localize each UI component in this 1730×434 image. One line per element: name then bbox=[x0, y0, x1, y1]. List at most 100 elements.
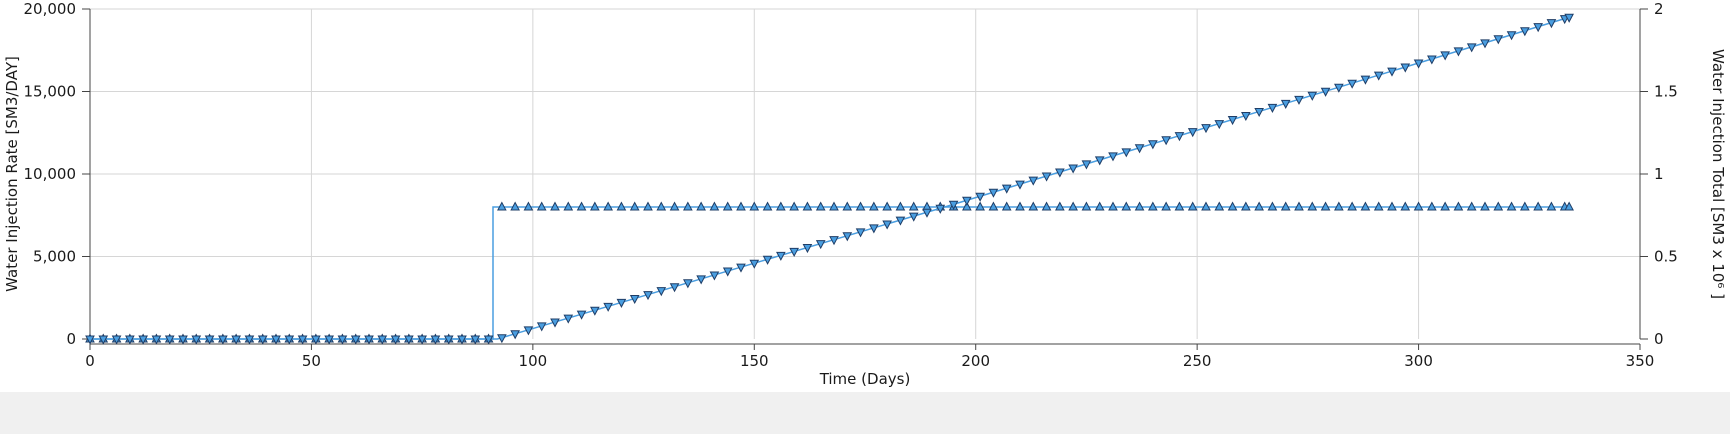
series-1-point bbox=[776, 201, 786, 211]
series-2-point bbox=[324, 335, 334, 345]
series-2-point bbox=[1174, 132, 1185, 142]
x-tick-label: 150 bbox=[740, 352, 769, 370]
x-tick-label: 250 bbox=[1183, 352, 1212, 370]
series-2-point bbox=[643, 291, 653, 301]
series-1-point bbox=[736, 201, 746, 211]
series-2-point bbox=[284, 335, 295, 345]
series-1-point bbox=[1294, 201, 1304, 211]
series-1-point bbox=[1148, 201, 1158, 211]
series-1-point bbox=[550, 201, 560, 211]
series-1-point bbox=[1280, 201, 1291, 211]
series-2-point bbox=[510, 330, 520, 340]
x-tick-label: 300 bbox=[1404, 352, 1433, 370]
series-1-point bbox=[722, 201, 733, 211]
series-1-point bbox=[629, 201, 640, 211]
series-1-point bbox=[1360, 201, 1371, 211]
series-2-point bbox=[1360, 75, 1371, 85]
series-2-point bbox=[271, 335, 281, 345]
series-2-point bbox=[191, 335, 202, 345]
series-2-point bbox=[111, 335, 122, 345]
series-1-point bbox=[1520, 201, 1530, 211]
series-1-point bbox=[829, 201, 839, 211]
series-2-point bbox=[696, 275, 706, 285]
series-1-point bbox=[1187, 201, 1198, 211]
series-2-point bbox=[603, 302, 613, 312]
series-2-point bbox=[1028, 176, 1039, 186]
series-2-point bbox=[1564, 13, 1574, 23]
series-1-point bbox=[1028, 201, 1039, 211]
series-1-point bbox=[497, 201, 507, 211]
series-2-point bbox=[257, 335, 268, 345]
y-right-tick-label: 0 bbox=[1654, 330, 1664, 348]
series-2-point bbox=[1413, 59, 1424, 69]
series-2-point bbox=[1094, 156, 1105, 166]
series-2-point bbox=[1121, 148, 1132, 158]
series-2-point bbox=[1055, 168, 1065, 178]
series-2-point bbox=[297, 335, 308, 345]
series-2-point bbox=[1081, 160, 1092, 170]
series-1-point bbox=[1081, 201, 1092, 211]
series-2-point bbox=[842, 232, 853, 242]
series-2-point bbox=[1546, 19, 1557, 29]
series-1-point bbox=[1174, 201, 1185, 211]
series-1-point bbox=[683, 201, 693, 211]
series-2-point bbox=[882, 220, 892, 230]
series-2-point bbox=[815, 240, 826, 250]
series-2-point bbox=[776, 251, 786, 261]
y-left-tick-label: 0 bbox=[66, 330, 76, 348]
series-2-point bbox=[1041, 172, 1052, 182]
series-1-point bbox=[908, 201, 919, 211]
series-1-point bbox=[1108, 201, 1118, 211]
series-1-point bbox=[1267, 201, 1278, 211]
y-right-tick-label: 2 bbox=[1654, 0, 1664, 18]
series-1-point bbox=[815, 201, 826, 211]
series-2-point bbox=[1148, 140, 1158, 150]
series-1-point bbox=[1227, 201, 1238, 211]
series-2-point bbox=[523, 326, 534, 336]
series-2-point bbox=[802, 244, 813, 254]
series-1-point bbox=[988, 201, 999, 211]
series-2-point bbox=[1480, 39, 1490, 49]
series-1-point bbox=[975, 201, 985, 211]
series-1-point bbox=[842, 201, 853, 211]
series-2-point bbox=[390, 335, 401, 345]
series-2-point bbox=[1427, 55, 1437, 65]
series-1-point bbox=[696, 201, 706, 211]
series-2-point bbox=[178, 335, 188, 345]
series-2-point bbox=[616, 298, 627, 308]
series-1-point bbox=[1493, 201, 1504, 211]
series-1-point bbox=[1427, 201, 1437, 211]
series-1-point bbox=[1214, 201, 1225, 211]
series-2-point bbox=[98, 335, 109, 345]
series-2-point bbox=[536, 322, 547, 332]
series-1-point bbox=[1480, 201, 1490, 211]
series-2-point bbox=[457, 335, 467, 345]
series-2-point bbox=[231, 335, 241, 345]
series-2-point bbox=[125, 335, 135, 345]
series-2-point bbox=[350, 335, 361, 345]
series-1-point bbox=[882, 201, 892, 211]
series-2-point bbox=[204, 335, 215, 345]
series-2-point bbox=[1267, 103, 1278, 113]
series-2-point bbox=[1068, 164, 1078, 174]
series-1-point bbox=[603, 201, 613, 211]
series-2-point bbox=[443, 335, 454, 345]
series-2-point bbox=[311, 335, 321, 345]
series-2-point bbox=[1493, 35, 1504, 45]
series-2-point bbox=[1015, 180, 1025, 190]
series-2-point bbox=[1201, 124, 1211, 134]
series-2-point bbox=[789, 247, 799, 257]
series-2-point bbox=[869, 224, 879, 234]
series-2-point bbox=[1320, 87, 1331, 97]
series-2-point bbox=[483, 335, 494, 345]
x-tick-label: 350 bbox=[1626, 352, 1655, 370]
series-2-point bbox=[908, 212, 919, 222]
x-tick-label: 100 bbox=[519, 352, 548, 370]
series-2-point bbox=[988, 188, 999, 198]
series-2-point bbox=[962, 196, 972, 206]
series-2-point bbox=[1307, 91, 1318, 101]
series-1-point bbox=[1440, 201, 1450, 211]
series bbox=[85, 13, 1574, 345]
axes bbox=[82, 8, 1648, 350]
series-1-point bbox=[1307, 201, 1318, 211]
